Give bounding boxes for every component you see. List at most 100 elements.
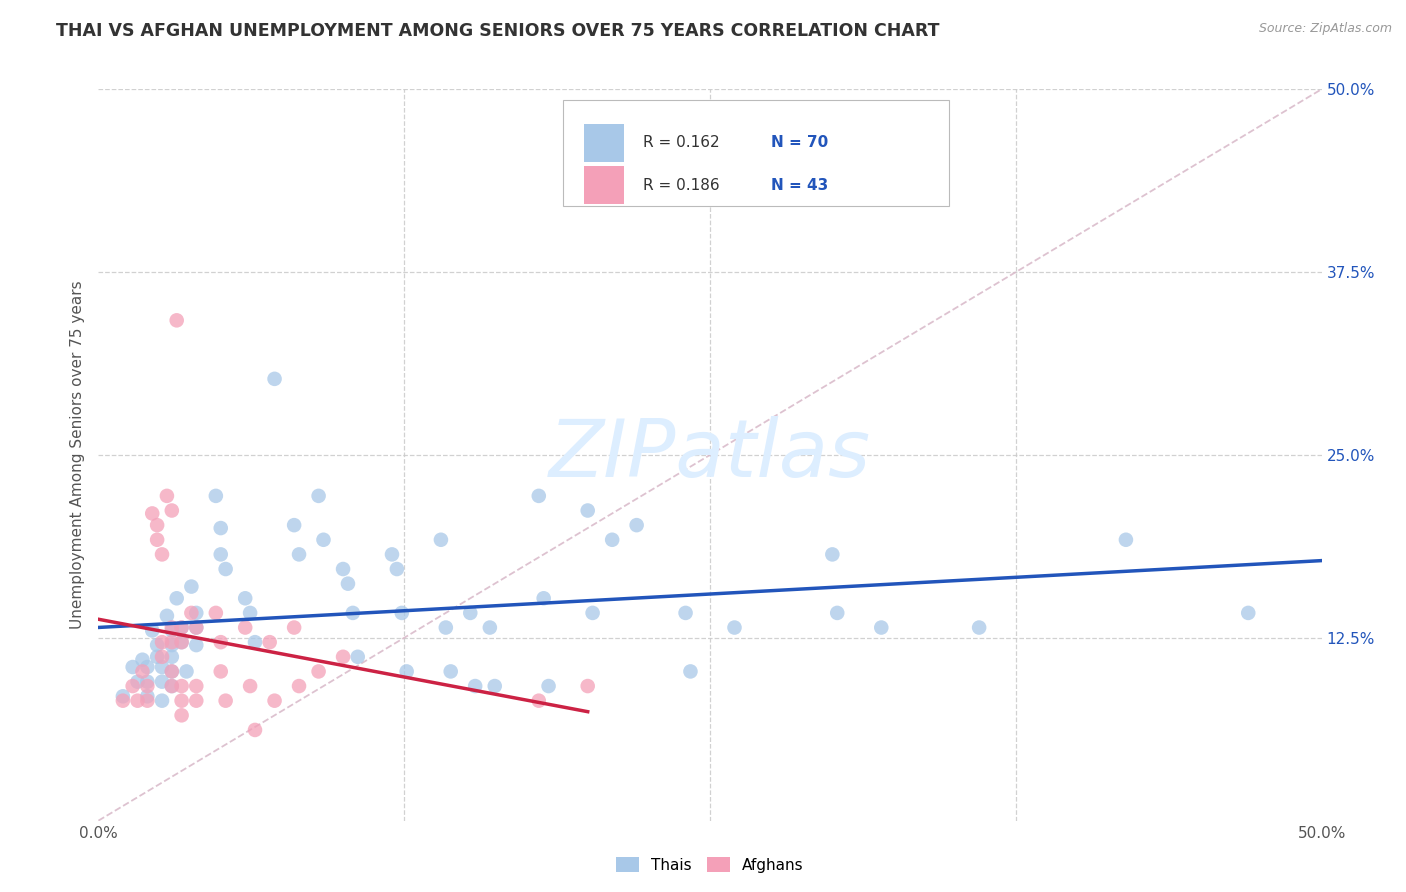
Point xyxy=(136,690,159,704)
Y-axis label: Unemployment Among Seniors over 75 years: Unemployment Among Seniors over 75 years xyxy=(70,281,86,629)
Legend: Thais, Afghans: Thais, Afghans xyxy=(610,851,810,879)
Point xyxy=(214,694,236,708)
Point xyxy=(131,653,153,667)
Point xyxy=(150,635,173,649)
Point xyxy=(160,679,183,693)
Point xyxy=(146,518,169,533)
Point xyxy=(150,649,173,664)
Point xyxy=(170,708,193,723)
Point xyxy=(160,665,183,679)
Point xyxy=(243,723,266,737)
Point xyxy=(214,562,236,576)
Point xyxy=(127,674,149,689)
Point xyxy=(156,489,179,503)
Point xyxy=(1237,606,1260,620)
Point xyxy=(342,606,364,620)
Point xyxy=(160,624,183,638)
Point xyxy=(332,562,354,576)
Point xyxy=(576,503,599,517)
Point xyxy=(205,489,228,503)
Text: R = 0.162: R = 0.162 xyxy=(643,136,720,151)
Point xyxy=(186,679,208,693)
Point xyxy=(166,313,188,327)
Point xyxy=(233,621,256,635)
Point xyxy=(537,679,560,693)
Point xyxy=(150,548,173,562)
FancyBboxPatch shape xyxy=(564,100,949,206)
Point xyxy=(180,580,202,594)
Point xyxy=(170,694,193,708)
Point xyxy=(209,665,232,679)
Point xyxy=(626,518,648,533)
Point xyxy=(346,649,368,664)
Point xyxy=(131,665,153,679)
Point xyxy=(136,660,159,674)
Point xyxy=(170,635,193,649)
Text: N = 43: N = 43 xyxy=(772,178,828,193)
Point xyxy=(434,621,457,635)
Point xyxy=(391,606,413,620)
Point xyxy=(283,518,305,533)
Point xyxy=(170,621,193,635)
Point xyxy=(1115,533,1137,547)
Point xyxy=(146,533,169,547)
Point xyxy=(146,649,169,664)
Point xyxy=(160,503,183,517)
Point xyxy=(209,521,232,535)
Point xyxy=(205,606,228,620)
Point xyxy=(600,533,623,547)
Point xyxy=(239,606,262,620)
Point xyxy=(166,591,188,606)
Text: THAI VS AFGHAN UNEMPLOYMENT AMONG SENIORS OVER 75 YEARS CORRELATION CHART: THAI VS AFGHAN UNEMPLOYMENT AMONG SENIOR… xyxy=(56,22,939,40)
Point xyxy=(464,679,486,693)
Point xyxy=(127,694,149,708)
Point xyxy=(336,576,359,591)
Point xyxy=(170,679,193,693)
Point xyxy=(288,548,311,562)
Point xyxy=(332,649,354,664)
Point xyxy=(150,660,173,674)
Point xyxy=(576,679,599,693)
Point xyxy=(825,606,848,620)
Point xyxy=(170,635,193,649)
Point xyxy=(263,372,285,386)
Point xyxy=(111,694,134,708)
FancyBboxPatch shape xyxy=(583,124,624,162)
Point xyxy=(440,665,463,679)
Point xyxy=(675,606,697,620)
Point xyxy=(121,679,143,693)
Point xyxy=(381,548,404,562)
Point xyxy=(156,608,179,623)
Point xyxy=(180,606,202,620)
Point xyxy=(141,507,163,521)
Point xyxy=(141,624,163,638)
Point xyxy=(967,621,990,635)
Point xyxy=(160,638,183,652)
Point xyxy=(283,621,305,635)
Point xyxy=(209,548,232,562)
Point xyxy=(136,674,159,689)
Point xyxy=(308,489,330,503)
Point xyxy=(121,660,143,674)
Point xyxy=(233,591,256,606)
Point xyxy=(259,635,281,649)
Point xyxy=(186,621,208,635)
Point xyxy=(527,489,550,503)
Point xyxy=(150,694,173,708)
Point xyxy=(870,621,893,635)
Point xyxy=(288,679,311,693)
Point xyxy=(150,674,173,689)
Point xyxy=(263,694,285,708)
Point xyxy=(395,665,418,679)
Point xyxy=(170,621,193,635)
FancyBboxPatch shape xyxy=(583,166,624,204)
Point xyxy=(186,606,208,620)
Point xyxy=(484,679,506,693)
Text: R = 0.186: R = 0.186 xyxy=(643,178,720,193)
Point xyxy=(209,635,232,649)
Point xyxy=(308,665,330,679)
Point xyxy=(111,690,134,704)
Point xyxy=(160,635,183,649)
Point xyxy=(186,694,208,708)
Point xyxy=(821,548,844,562)
